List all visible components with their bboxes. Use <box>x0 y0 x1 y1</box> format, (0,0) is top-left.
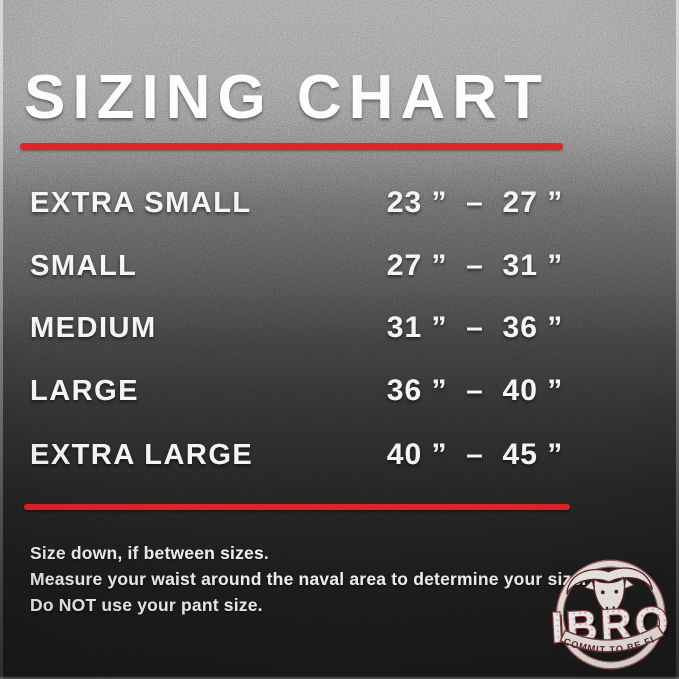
size-label: SMALL <box>30 250 138 282</box>
size-range: 40 ” – 45 ” <box>386 438 564 471</box>
divider-top <box>20 143 563 149</box>
table-row: EXTRA SMALL 23 ” – 27 ” <box>0 185 679 221</box>
size-range: 36 ” – 40 ” <box>386 374 564 407</box>
divider-bottom <box>24 504 570 510</box>
size-label: EXTRA SMALL <box>30 187 252 219</box>
page-title: SIZING CHART <box>24 63 549 132</box>
size-range: 31 ” – 36 ” <box>386 311 564 344</box>
size-label: LARGE <box>30 375 139 407</box>
brand-logo: IBRO IBRO IBRO COMMIT TO BE FIT <box>546 556 675 670</box>
note-line-1: Size down, if between sizes. <box>30 543 269 563</box>
size-label: MEDIUM <box>30 312 157 344</box>
sizing-notes: Size down, if between sizes. Measure you… <box>30 540 587 618</box>
note-line-2: Measure your waist around the naval area… <box>30 569 587 589</box>
table-row: LARGE 36 ” – 40 ” <box>0 373 679 409</box>
size-label: EXTRA LARGE <box>30 439 254 471</box>
size-range: 23 ” – 27 ” <box>386 186 564 219</box>
table-row: SMALL 27 ” – 31 ” <box>0 248 679 284</box>
size-range: 27 ” – 31 ” <box>386 249 564 282</box>
table-row: EXTRA LARGE 40 ” – 45 ” <box>0 437 679 473</box>
note-line-3: Do NOT use your pant size. <box>30 595 263 615</box>
table-row: MEDIUM 31 ” – 36 ” <box>0 310 679 346</box>
